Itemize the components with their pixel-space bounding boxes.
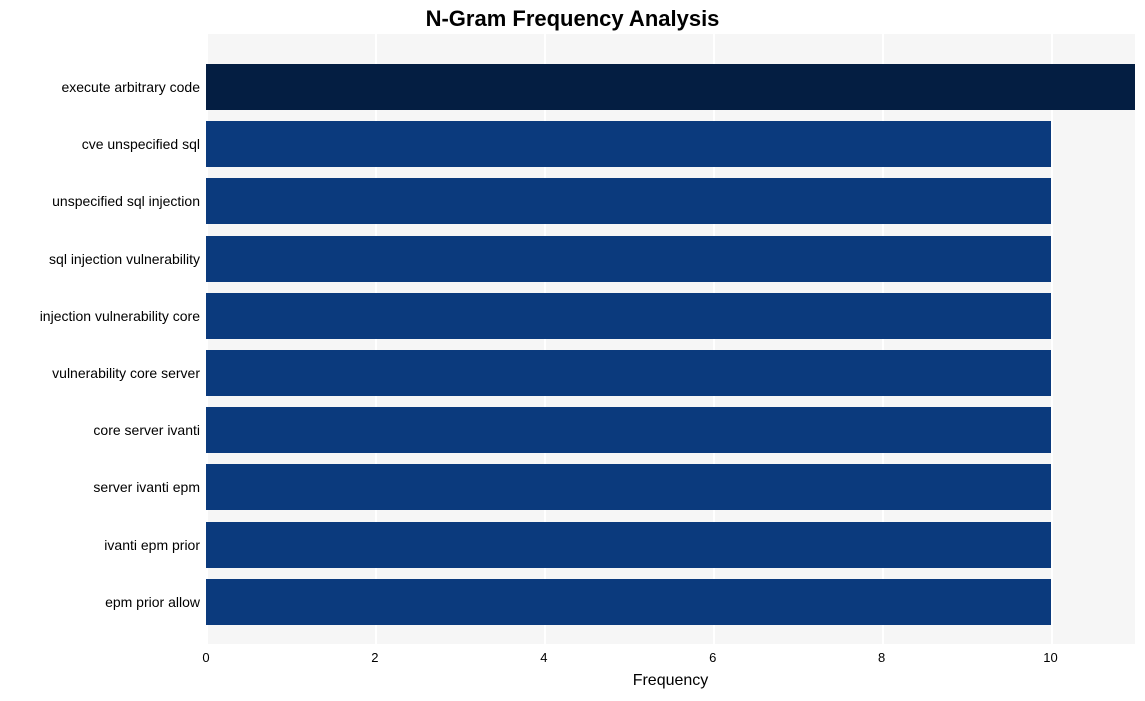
y-tick-label: unspecified sql injection — [52, 193, 200, 209]
y-tick-label: injection vulnerability core — [40, 308, 200, 324]
x-tick-label: 8 — [878, 650, 885, 665]
x-tick-label: 4 — [540, 650, 547, 665]
bar — [206, 522, 1051, 568]
y-tick-label: ivanti epm prior — [104, 537, 200, 553]
y-axis-labels: execute arbitrary code cve unspecified sq… — [0, 34, 200, 644]
bar — [206, 407, 1051, 453]
x-tick-label: 0 — [202, 650, 209, 665]
bar — [206, 579, 1051, 625]
bar — [206, 293, 1051, 339]
bar — [206, 178, 1051, 224]
x-axis-label: Frequency — [206, 672, 1135, 690]
bar — [206, 121, 1051, 167]
bar — [206, 464, 1051, 510]
y-tick-label: cve unspecified sql — [82, 136, 200, 152]
x-axis-ticks: 0246810 — [206, 650, 1135, 670]
x-tick-label: 2 — [371, 650, 378, 665]
bar — [206, 64, 1135, 110]
chart-title: N-Gram Frequency Analysis — [0, 6, 1145, 32]
y-tick-label: sql injection vulnerability — [49, 251, 200, 267]
x-gridline — [1051, 34, 1053, 644]
y-tick-label: execute arbitrary code — [61, 79, 200, 95]
bar — [206, 350, 1051, 396]
y-tick-label: epm prior allow — [105, 594, 200, 610]
y-tick-label: server ivanti epm — [93, 479, 200, 495]
plot-area — [206, 34, 1135, 644]
x-tick-label: 6 — [709, 650, 716, 665]
x-tick-label: 10 — [1043, 650, 1057, 665]
y-tick-label: core server ivanti — [93, 422, 200, 438]
y-tick-label: vulnerability core server — [52, 365, 200, 381]
ngram-frequency-chart: N-Gram Frequency Analysis execute arbitr… — [0, 0, 1145, 701]
bar — [206, 236, 1051, 282]
